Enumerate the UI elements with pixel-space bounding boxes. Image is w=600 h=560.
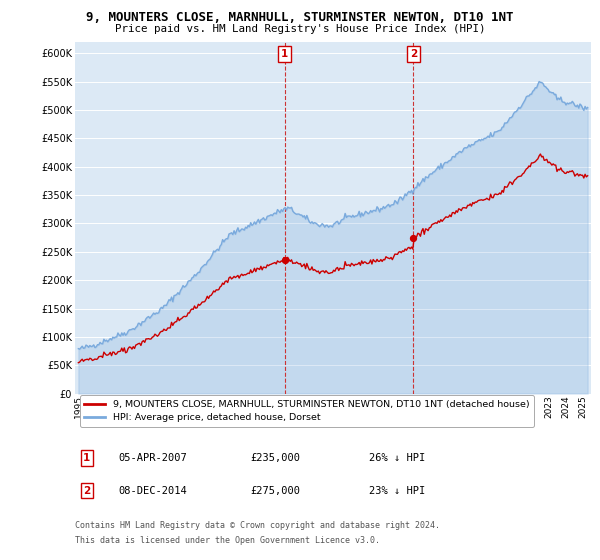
- Text: 9, MOUNTERS CLOSE, MARNHULL, STURMINSTER NEWTON, DT10 1NT: 9, MOUNTERS CLOSE, MARNHULL, STURMINSTER…: [86, 11, 514, 24]
- Text: 05-APR-2007: 05-APR-2007: [119, 453, 188, 463]
- Text: Price paid vs. HM Land Registry's House Price Index (HPI): Price paid vs. HM Land Registry's House …: [115, 24, 485, 34]
- Point: [409, 233, 418, 242]
- Text: £235,000: £235,000: [250, 453, 301, 463]
- Text: 23% ↓ HPI: 23% ↓ HPI: [369, 486, 425, 496]
- Point: [280, 256, 289, 265]
- Text: 1: 1: [83, 453, 91, 463]
- Text: 26% ↓ HPI: 26% ↓ HPI: [369, 453, 425, 463]
- Text: 2: 2: [410, 49, 417, 59]
- Text: 1: 1: [281, 49, 288, 59]
- Text: Contains HM Land Registry data © Crown copyright and database right 2024.: Contains HM Land Registry data © Crown c…: [75, 521, 440, 530]
- Text: This data is licensed under the Open Government Licence v3.0.: This data is licensed under the Open Gov…: [75, 536, 380, 545]
- Text: £275,000: £275,000: [250, 486, 301, 496]
- Text: 08-DEC-2014: 08-DEC-2014: [119, 486, 188, 496]
- Legend: 9, MOUNTERS CLOSE, MARNHULL, STURMINSTER NEWTON, DT10 1NT (detached house), HPI:: 9, MOUNTERS CLOSE, MARNHULL, STURMINSTER…: [80, 395, 534, 427]
- Text: 2: 2: [83, 486, 91, 496]
